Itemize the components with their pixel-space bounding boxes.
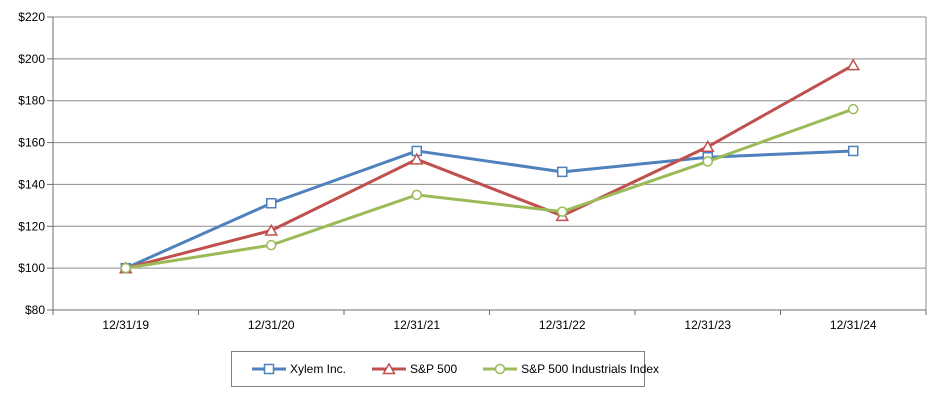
- circle-marker-s-p-500-industrials-index: [702, 156, 713, 167]
- triangle-marker-icon: [382, 363, 396, 375]
- y-axis-label: $160: [18, 136, 45, 150]
- legend-label-xylem-inc: Xylem Inc.: [290, 362, 347, 376]
- x-axis-label: 12/31/22: [539, 318, 586, 332]
- y-axis-label: $140: [18, 177, 45, 191]
- y-axis-label: $80: [25, 303, 45, 317]
- x-axis-label: 12/31/23: [684, 318, 731, 332]
- circle-marker-s-p-500-industrials-index: [411, 189, 422, 201]
- legend-label-sp500: S&P 500: [410, 362, 458, 376]
- legend-item-sp500: S&P 500: [372, 362, 457, 376]
- square-marker-xylem-inc: [557, 166, 568, 178]
- circle-marker-s-p-500-industrials-index: [120, 262, 131, 274]
- legend-label-sp500-industrials: S&P 500 Industrials Index: [521, 362, 660, 376]
- triangle-marker-s-p-500: [700, 140, 715, 153]
- y-axis-label: $120: [18, 219, 45, 233]
- square-marker-icon: [263, 363, 275, 375]
- triangle-marker-s-p-500: [264, 223, 279, 236]
- chart-legend: Xylem Inc. S&P 500 S&P 500 Industrials I…: [231, 351, 659, 387]
- triangle-marker-s-p-500: [846, 58, 861, 71]
- circle-marker-s-p-500-industrials-index: [557, 206, 568, 217]
- legend-item-xylem-inc: Xylem Inc.: [252, 362, 346, 376]
- x-axis-label: 12/31/24: [830, 318, 877, 332]
- circle-marker-s-p-500-industrials-index: [266, 239, 277, 251]
- y-axis-label: $180: [18, 94, 45, 108]
- circle-marker-s-p-500-industrials-index: [848, 103, 859, 115]
- line-square-marker-icon: [252, 363, 286, 375]
- line-triangle-marker-icon: [372, 363, 407, 375]
- y-axis-label: $220: [18, 10, 45, 24]
- x-axis-label: 12/31/20: [248, 318, 295, 332]
- square-marker-xylem-inc: [848, 145, 859, 157]
- series-line-s-p-500-industrials-index: [125, 107, 854, 270]
- x-axis-label: 12/31/21: [393, 318, 440, 332]
- triangle-marker-s-p-500: [409, 152, 424, 165]
- circle-marker-icon: [494, 363, 506, 375]
- y-axis-label: $100: [18, 261, 45, 275]
- legend-item-sp500-industrials: S&P 500 Industrials Index: [483, 362, 659, 376]
- y-axis-label: $200: [18, 52, 45, 66]
- line-circle-marker-icon: [483, 363, 518, 375]
- series-line-xylem-inc: [125, 149, 854, 270]
- series-line-s-p-500: [125, 63, 854, 270]
- x-axis-label: 12/31/19: [102, 318, 149, 332]
- square-marker-xylem-inc: [266, 198, 277, 209]
